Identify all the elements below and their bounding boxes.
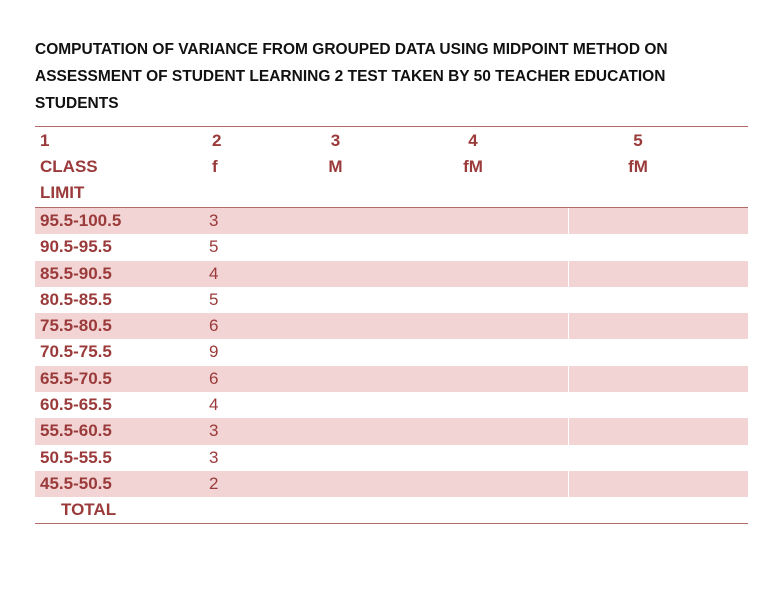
header-col3-number: 3 — [330, 131, 341, 150]
header-col2-label: f — [212, 157, 218, 176]
header-col5-number: 5 — [633, 131, 643, 150]
table-row: 55.5-60.5 3 — [35, 418, 748, 445]
frequency-cell: 9 — [209, 342, 219, 362]
table-top-rule — [35, 126, 748, 127]
header-m: 3 M — [253, 128, 418, 206]
frequency-cell: 2 — [204, 470, 568, 498]
empty-cell — [568, 444, 748, 471]
table-row: 90.5-95.5 5 — [35, 234, 748, 261]
table-row: 45.5-50.5 2 — [35, 470, 748, 498]
class-limit-cell: 90.5-95.5 — [40, 237, 112, 257]
table-row: 70.5-75.5 9 — [35, 339, 748, 366]
header-bottom-rule — [35, 207, 748, 208]
class-limit-cell: 80.5-85.5 — [40, 289, 112, 309]
table-row: 60.5-65.5 4 — [35, 392, 748, 419]
class-limit-cell: 65.5-70.5 — [35, 365, 204, 393]
class-limit-cell: 85.5-90.5 — [35, 260, 204, 287]
table-row: 80.5-85.5 5 — [35, 286, 748, 314]
frequency-cell: 3 — [204, 418, 568, 445]
frequency-cell: 6 — [204, 365, 568, 393]
class-limit-cell: 45.5-50.5 — [35, 470, 204, 498]
frequency-cell: 4 — [209, 395, 219, 415]
frequency-cell: 3 — [204, 208, 568, 235]
empty-cell — [568, 234, 748, 261]
header-class-limit: 1 CLASS LIMIT — [35, 128, 183, 206]
empty-cell — [568, 392, 748, 419]
header-f: 2 f — [183, 128, 253, 206]
header-col1-label-2: LIMIT — [40, 183, 85, 202]
total-label: TOTAL — [61, 500, 117, 520]
empty-cell — [568, 339, 748, 366]
class-limit-cell: 55.5-60.5 — [35, 418, 204, 445]
empty-cell — [568, 418, 748, 445]
class-limit-cell: 60.5-65.5 — [40, 395, 112, 415]
header-col1-number: 1 — [40, 131, 50, 150]
table-bottom-rule — [35, 523, 748, 525]
header-fm-2: 5 fM — [528, 128, 748, 206]
class-limit-cell: 70.5-75.5 — [40, 342, 112, 362]
page-title: COMPUTATION OF VARIANCE FROM GROUPED DAT… — [35, 41, 668, 112]
empty-cell — [568, 470, 748, 498]
header-col4-number: 4 — [468, 131, 478, 150]
table-row: 75.5-80.5 6 — [35, 313, 748, 340]
frequency-cell: 4 — [204, 260, 568, 287]
variance-table: 1 CLASS LIMIT 2 f 3 M 4 fM 5 fM 95.5-100… — [35, 126, 748, 525]
frequency-cell: 6 — [204, 313, 568, 340]
class-limit-cell: 75.5-80.5 — [35, 313, 204, 340]
header-col1-label-1: CLASS — [40, 157, 98, 176]
header-col5-label: fM — [628, 157, 648, 176]
class-limit-cell: 50.5-55.5 — [40, 447, 112, 467]
empty-cell — [568, 313, 748, 340]
empty-cell — [568, 286, 748, 314]
table-body: 95.5-100.5 3 90.5-95.5 5 85.5-90.5 4 80.… — [35, 208, 748, 498]
table-row: 95.5-100.5 3 — [35, 208, 748, 235]
table-row: 50.5-55.5 3 — [35, 444, 748, 471]
empty-cell — [568, 365, 748, 393]
frequency-cell: 3 — [209, 447, 219, 467]
frequency-cell: 5 — [209, 237, 219, 257]
table-header: 1 CLASS LIMIT 2 f 3 M 4 fM 5 fM — [35, 127, 748, 206]
empty-cell — [568, 260, 748, 287]
frequency-cell: 5 — [209, 289, 219, 309]
class-limit-cell: 95.5-100.5 — [35, 208, 204, 235]
empty-cell — [568, 208, 748, 235]
header-fm: 4 fM — [418, 128, 528, 206]
header-col2-number: 2 — [212, 131, 222, 150]
header-col3-label: M — [328, 157, 343, 176]
header-col4-label: fM — [463, 157, 483, 176]
table-row: 85.5-90.5 4 — [35, 260, 748, 287]
table-row: 65.5-70.5 6 — [35, 365, 748, 393]
